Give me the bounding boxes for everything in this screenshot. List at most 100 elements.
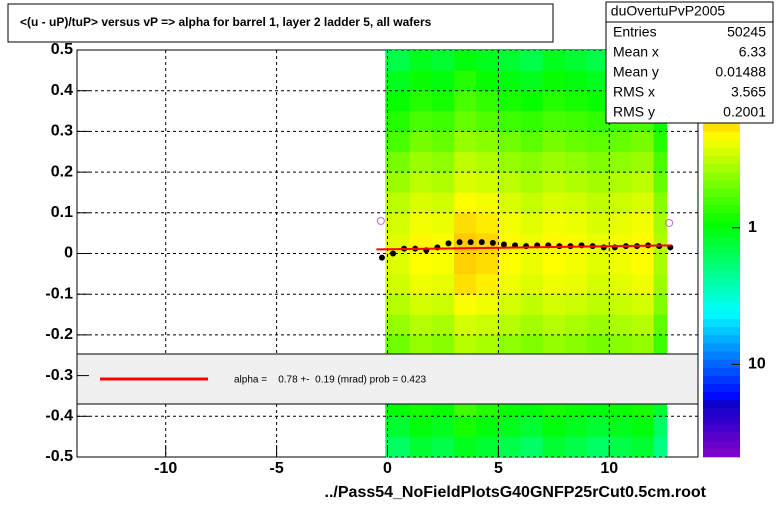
heat-cell (385, 192, 410, 214)
heat-cell (476, 334, 499, 356)
heat-cell (385, 294, 410, 315)
heat-cell (631, 314, 654, 336)
heat-cell (564, 131, 588, 153)
heat-cell (454, 131, 477, 153)
heat-cell (564, 111, 588, 132)
x-tick-label: -10 (154, 460, 177, 477)
heat-cell (609, 131, 632, 153)
fit-label: alpha = 0.78 +- 0.19 (mrad) prob = 0.423 (234, 375, 427, 386)
heat-cell (587, 131, 610, 153)
x-tick-label: -5 (269, 460, 283, 477)
heat-cell (564, 334, 588, 356)
palette-step (703, 277, 740, 287)
heat-cell (498, 294, 521, 315)
heat-cell (520, 314, 544, 336)
heat-cell (631, 273, 654, 295)
heat-cell (454, 90, 477, 112)
heat-cell (609, 436, 632, 458)
heat-cell (564, 70, 588, 91)
heat-cell (631, 294, 654, 315)
heat-cell (409, 172, 433, 193)
palette-step (703, 318, 740, 328)
stats-title: duOvertuPvP2005 (611, 3, 726, 19)
heat-cell (653, 192, 668, 214)
stats-label: RMS y (613, 104, 655, 120)
y-tick-label: -0.3 (45, 367, 73, 384)
heat-cell (498, 212, 521, 234)
heat-cell (564, 416, 588, 437)
heat-cell (498, 416, 521, 437)
heat-cell (431, 273, 455, 295)
heat-cell (385, 50, 410, 71)
palette-step (703, 367, 740, 376)
heat-cell (542, 314, 566, 336)
heat-cell (431, 90, 455, 112)
heat-cell (542, 192, 566, 214)
heat-cell (385, 172, 410, 193)
heat-cell (653, 212, 668, 234)
heat-cell (631, 436, 654, 458)
heat-cell (520, 212, 544, 234)
heat-cell (385, 314, 410, 336)
heat-cell (476, 273, 499, 295)
heat-cell (564, 172, 588, 193)
heat-cell (520, 111, 544, 132)
heat-cell (498, 131, 521, 153)
palette-step (703, 204, 740, 214)
heat-cell (609, 253, 632, 275)
profile-point (500, 241, 507, 248)
heat-cell (409, 294, 433, 315)
heat-cell (609, 151, 632, 173)
heat-cell (409, 212, 433, 234)
heat-cell (564, 192, 588, 214)
y-tick-label: 0.2 (51, 163, 73, 180)
heat-cell (631, 192, 654, 214)
heat-cell (564, 90, 588, 112)
heat-cell (564, 253, 588, 275)
stats-box: duOvertuPvP2005 Entries 50245 Mean x 6.33 Me… (605, 1, 774, 124)
heat-cell (653, 294, 668, 315)
heat-cell (609, 273, 632, 295)
x-tick-label: 5 (494, 460, 503, 477)
heat-cell (409, 50, 433, 71)
y-tick-label: 0.1 (51, 204, 73, 221)
x-tick-label: 10 (600, 460, 618, 477)
heat-cell (653, 334, 668, 356)
z-tick-label: 10 (748, 356, 766, 373)
heat-cell (498, 151, 521, 173)
heat-cell (454, 192, 477, 214)
heat-cell (520, 253, 544, 275)
heat-cell (454, 294, 477, 315)
heat-cell (454, 111, 477, 132)
palette-step (703, 416, 740, 425)
heat-cell (587, 172, 610, 193)
profile-point (478, 239, 485, 246)
heat-cell (498, 192, 521, 214)
palette-step (703, 391, 740, 401)
heat-cell (631, 334, 654, 356)
heat-cell (431, 334, 455, 356)
heat-cell (542, 253, 566, 275)
heat-cell (385, 212, 410, 234)
heat-cell (542, 151, 566, 173)
heat-cell (542, 111, 566, 132)
heat-cell (520, 131, 544, 153)
heat-cell (587, 192, 610, 214)
heat-cell (385, 416, 410, 437)
heat-cell (520, 416, 544, 437)
heat-cell (385, 436, 410, 458)
x-axis-label: ../Pass54_NoFieldPlotsG40GNFP25rCut0.5cm… (325, 484, 707, 501)
heat-cell (476, 314, 499, 336)
heat-cell (520, 233, 544, 254)
heat-cell (587, 436, 610, 458)
heat-cell (564, 233, 588, 254)
heat-cell (520, 294, 544, 315)
heat-cell (653, 416, 668, 437)
stats-value: 50245 (727, 24, 766, 40)
y-tick-label: -0.5 (45, 448, 73, 465)
heat-cell (520, 273, 544, 295)
palette-step (703, 351, 740, 360)
heat-cell (631, 212, 654, 234)
heat-cell (431, 111, 455, 132)
heat-cell (431, 314, 455, 336)
